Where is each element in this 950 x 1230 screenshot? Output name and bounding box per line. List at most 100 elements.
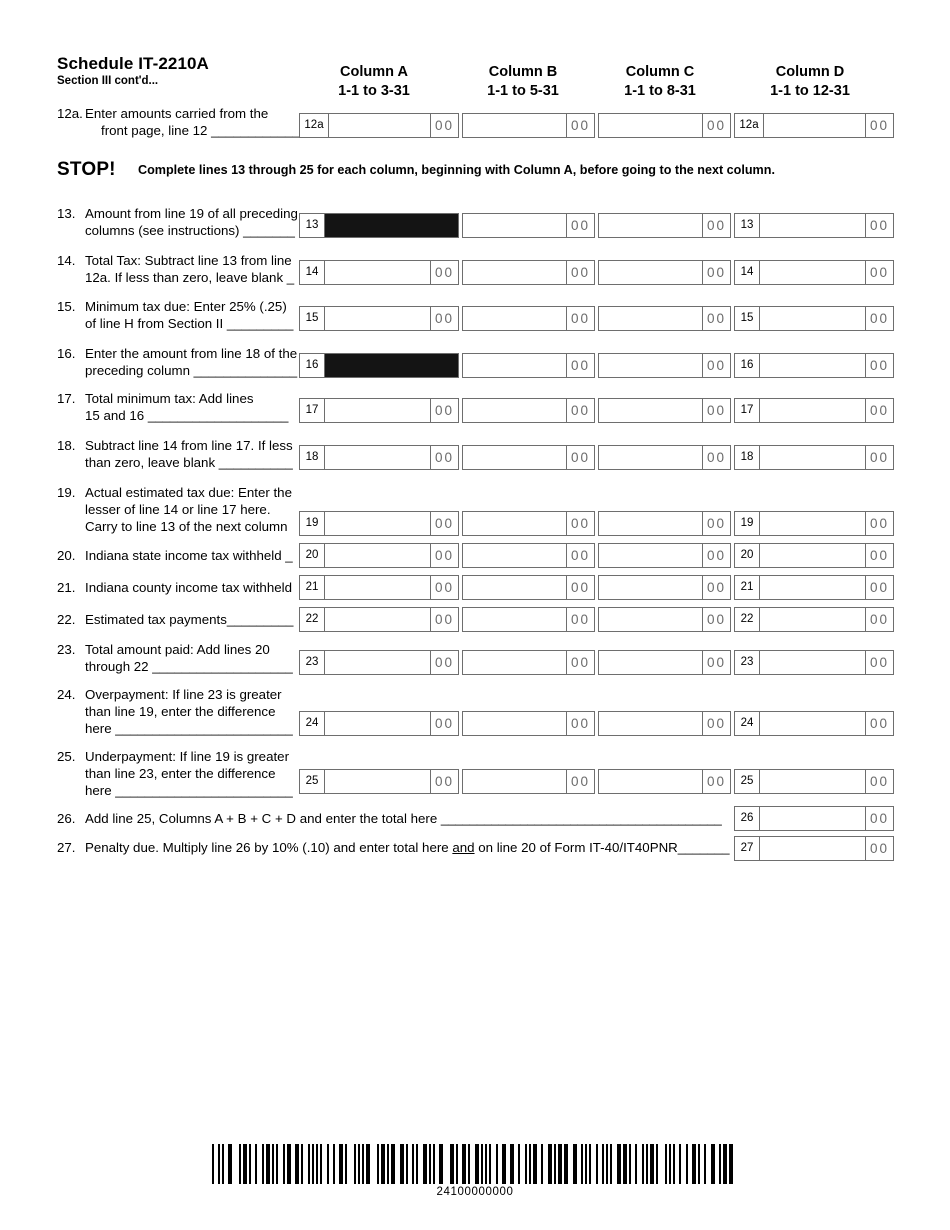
field-amount-23-col-b[interactable] bbox=[463, 651, 566, 674]
field-amount-22-col-a[interactable] bbox=[325, 608, 430, 631]
field-amount-18-col-a[interactable] bbox=[325, 446, 430, 469]
field-20-col-c[interactable]: 00 bbox=[598, 543, 731, 568]
field-amount-16-col-c[interactable] bbox=[599, 354, 702, 377]
field-18-col-b[interactable]: 00 bbox=[462, 445, 595, 470]
field-24-col-c[interactable]: 00 bbox=[598, 711, 731, 736]
field-amount-13-col-d[interactable] bbox=[760, 214, 865, 237]
field-amount-25-col-d[interactable] bbox=[760, 770, 865, 793]
field-23-col-b[interactable]: 00 bbox=[462, 650, 595, 675]
field-amount-17-col-c[interactable] bbox=[599, 399, 702, 422]
field-26-total[interactable]: 26 00 bbox=[734, 806, 894, 831]
field-amount-21-col-d[interactable] bbox=[760, 576, 865, 599]
field-22-col-a[interactable]: 22 00 bbox=[299, 607, 459, 632]
field-17-col-a[interactable]: 17 00 bbox=[299, 398, 459, 423]
field-amount-16-col-b[interactable] bbox=[463, 354, 566, 377]
field-amount-24-col-c[interactable] bbox=[599, 712, 702, 735]
field-21-col-a[interactable]: 21 00 bbox=[299, 575, 459, 600]
field-24-col-a[interactable]: 24 00 bbox=[299, 711, 459, 736]
field-amount-23-col-c[interactable] bbox=[599, 651, 702, 674]
field-amount-20-col-b[interactable] bbox=[463, 544, 566, 567]
field-amount-12a-col-b[interactable] bbox=[463, 114, 566, 137]
field-amount-21-col-a[interactable] bbox=[325, 576, 430, 599]
field-21-col-b[interactable]: 00 bbox=[462, 575, 595, 600]
field-23-col-c[interactable]: 00 bbox=[598, 650, 731, 675]
field-amount-21-col-c[interactable] bbox=[599, 576, 702, 599]
field-12a-col-c[interactable]: 00 bbox=[598, 113, 731, 138]
field-25-col-c[interactable]: 00 bbox=[598, 769, 731, 794]
field-27-penalty[interactable]: 27 00 bbox=[734, 836, 894, 861]
field-20-col-a[interactable]: 20 00 bbox=[299, 543, 459, 568]
field-22-col-b[interactable]: 00 bbox=[462, 607, 595, 632]
field-24-col-b[interactable]: 00 bbox=[462, 711, 595, 736]
field-14-col-a[interactable]: 14 00 bbox=[299, 260, 459, 285]
field-16-col-c[interactable]: 00 bbox=[598, 353, 731, 378]
field-amount-14-col-d[interactable] bbox=[760, 261, 865, 284]
field-17-col-b[interactable]: 00 bbox=[462, 398, 595, 423]
field-amount-20-col-a[interactable] bbox=[325, 544, 430, 567]
field-25-col-b[interactable]: 00 bbox=[462, 769, 595, 794]
field-15-col-a[interactable]: 15 00 bbox=[299, 306, 459, 331]
field-amount-20-col-c[interactable] bbox=[599, 544, 702, 567]
field-amount-14-col-b[interactable] bbox=[463, 261, 566, 284]
field-amount-17-col-a[interactable] bbox=[325, 399, 430, 422]
field-14-col-c[interactable]: 00 bbox=[598, 260, 731, 285]
field-amount-22-col-c[interactable] bbox=[599, 608, 702, 631]
field-23-col-a[interactable]: 23 00 bbox=[299, 650, 459, 675]
field-16-col-d[interactable]: 16 00 bbox=[734, 353, 894, 378]
field-20-col-b[interactable]: 00 bbox=[462, 543, 595, 568]
field-amount-19-col-d[interactable] bbox=[760, 512, 865, 535]
field-21-col-c[interactable]: 00 bbox=[598, 575, 731, 600]
field-24-col-d[interactable]: 24 00 bbox=[734, 711, 894, 736]
field-amount-19-col-a[interactable] bbox=[325, 512, 430, 535]
field-amount-12a-col-c[interactable] bbox=[599, 114, 702, 137]
field-16-col-b[interactable]: 00 bbox=[462, 353, 595, 378]
field-21-col-d[interactable]: 21 00 bbox=[734, 575, 894, 600]
field-amount-17-col-b[interactable] bbox=[463, 399, 566, 422]
field-amount-25-col-c[interactable] bbox=[599, 770, 702, 793]
field-amount-23-col-a[interactable] bbox=[325, 651, 430, 674]
field-25-col-a[interactable]: 25 00 bbox=[299, 769, 459, 794]
field-amount-20-col-d[interactable] bbox=[760, 544, 865, 567]
field-13-col-b[interactable]: 00 bbox=[462, 213, 595, 238]
field-amount-16-col-d[interactable] bbox=[760, 354, 865, 377]
field-amount-25-col-b[interactable] bbox=[463, 770, 566, 793]
field-amount-12a-col-d[interactable] bbox=[764, 114, 865, 137]
field-18-col-c[interactable]: 00 bbox=[598, 445, 731, 470]
field-18-col-d[interactable]: 18 00 bbox=[734, 445, 894, 470]
field-amount-21-col-b[interactable] bbox=[463, 576, 566, 599]
field-12a-col-a[interactable]: 12a 00 bbox=[299, 113, 459, 138]
field-amount-14-col-c[interactable] bbox=[599, 261, 702, 284]
field-22-col-c[interactable]: 00 bbox=[598, 607, 731, 632]
field-amount-19-col-b[interactable] bbox=[463, 512, 566, 535]
field-19-col-a[interactable]: 19 00 bbox=[299, 511, 459, 536]
field-17-col-d[interactable]: 17 00 bbox=[734, 398, 894, 423]
field-amount-26[interactable] bbox=[760, 807, 865, 830]
field-17-col-c[interactable]: 00 bbox=[598, 398, 731, 423]
field-amount-24-col-d[interactable] bbox=[760, 712, 865, 735]
field-amount-25-col-a[interactable] bbox=[325, 770, 430, 793]
field-25-col-d[interactable]: 25 00 bbox=[734, 769, 894, 794]
field-19-col-d[interactable]: 19 00 bbox=[734, 511, 894, 536]
field-amount-14-col-a[interactable] bbox=[325, 261, 430, 284]
field-amount-15-col-a[interactable] bbox=[325, 307, 430, 330]
field-13-col-c[interactable]: 00 bbox=[598, 213, 731, 238]
field-amount-18-col-c[interactable] bbox=[599, 446, 702, 469]
field-amount-22-col-d[interactable] bbox=[760, 608, 865, 631]
field-amount-24-col-b[interactable] bbox=[463, 712, 566, 735]
field-14-col-b[interactable]: 00 bbox=[462, 260, 595, 285]
field-15-col-d[interactable]: 15 00 bbox=[734, 306, 894, 331]
field-amount-24-col-a[interactable] bbox=[325, 712, 430, 735]
field-amount-23-col-d[interactable] bbox=[760, 651, 865, 674]
field-amount-15-col-c[interactable] bbox=[599, 307, 702, 330]
field-amount-13-col-b[interactable] bbox=[463, 214, 566, 237]
field-20-col-d[interactable]: 20 00 bbox=[734, 543, 894, 568]
field-19-col-c[interactable]: 00 bbox=[598, 511, 731, 536]
field-amount-12a-col-a[interactable] bbox=[329, 114, 430, 137]
field-12a-col-d[interactable]: 12a 00 bbox=[734, 113, 894, 138]
field-22-col-d[interactable]: 22 00 bbox=[734, 607, 894, 632]
field-23-col-d[interactable]: 23 00 bbox=[734, 650, 894, 675]
field-amount-18-col-b[interactable] bbox=[463, 446, 566, 469]
field-amount-19-col-c[interactable] bbox=[599, 512, 702, 535]
field-18-col-a[interactable]: 18 00 bbox=[299, 445, 459, 470]
field-15-col-c[interactable]: 00 bbox=[598, 306, 731, 331]
